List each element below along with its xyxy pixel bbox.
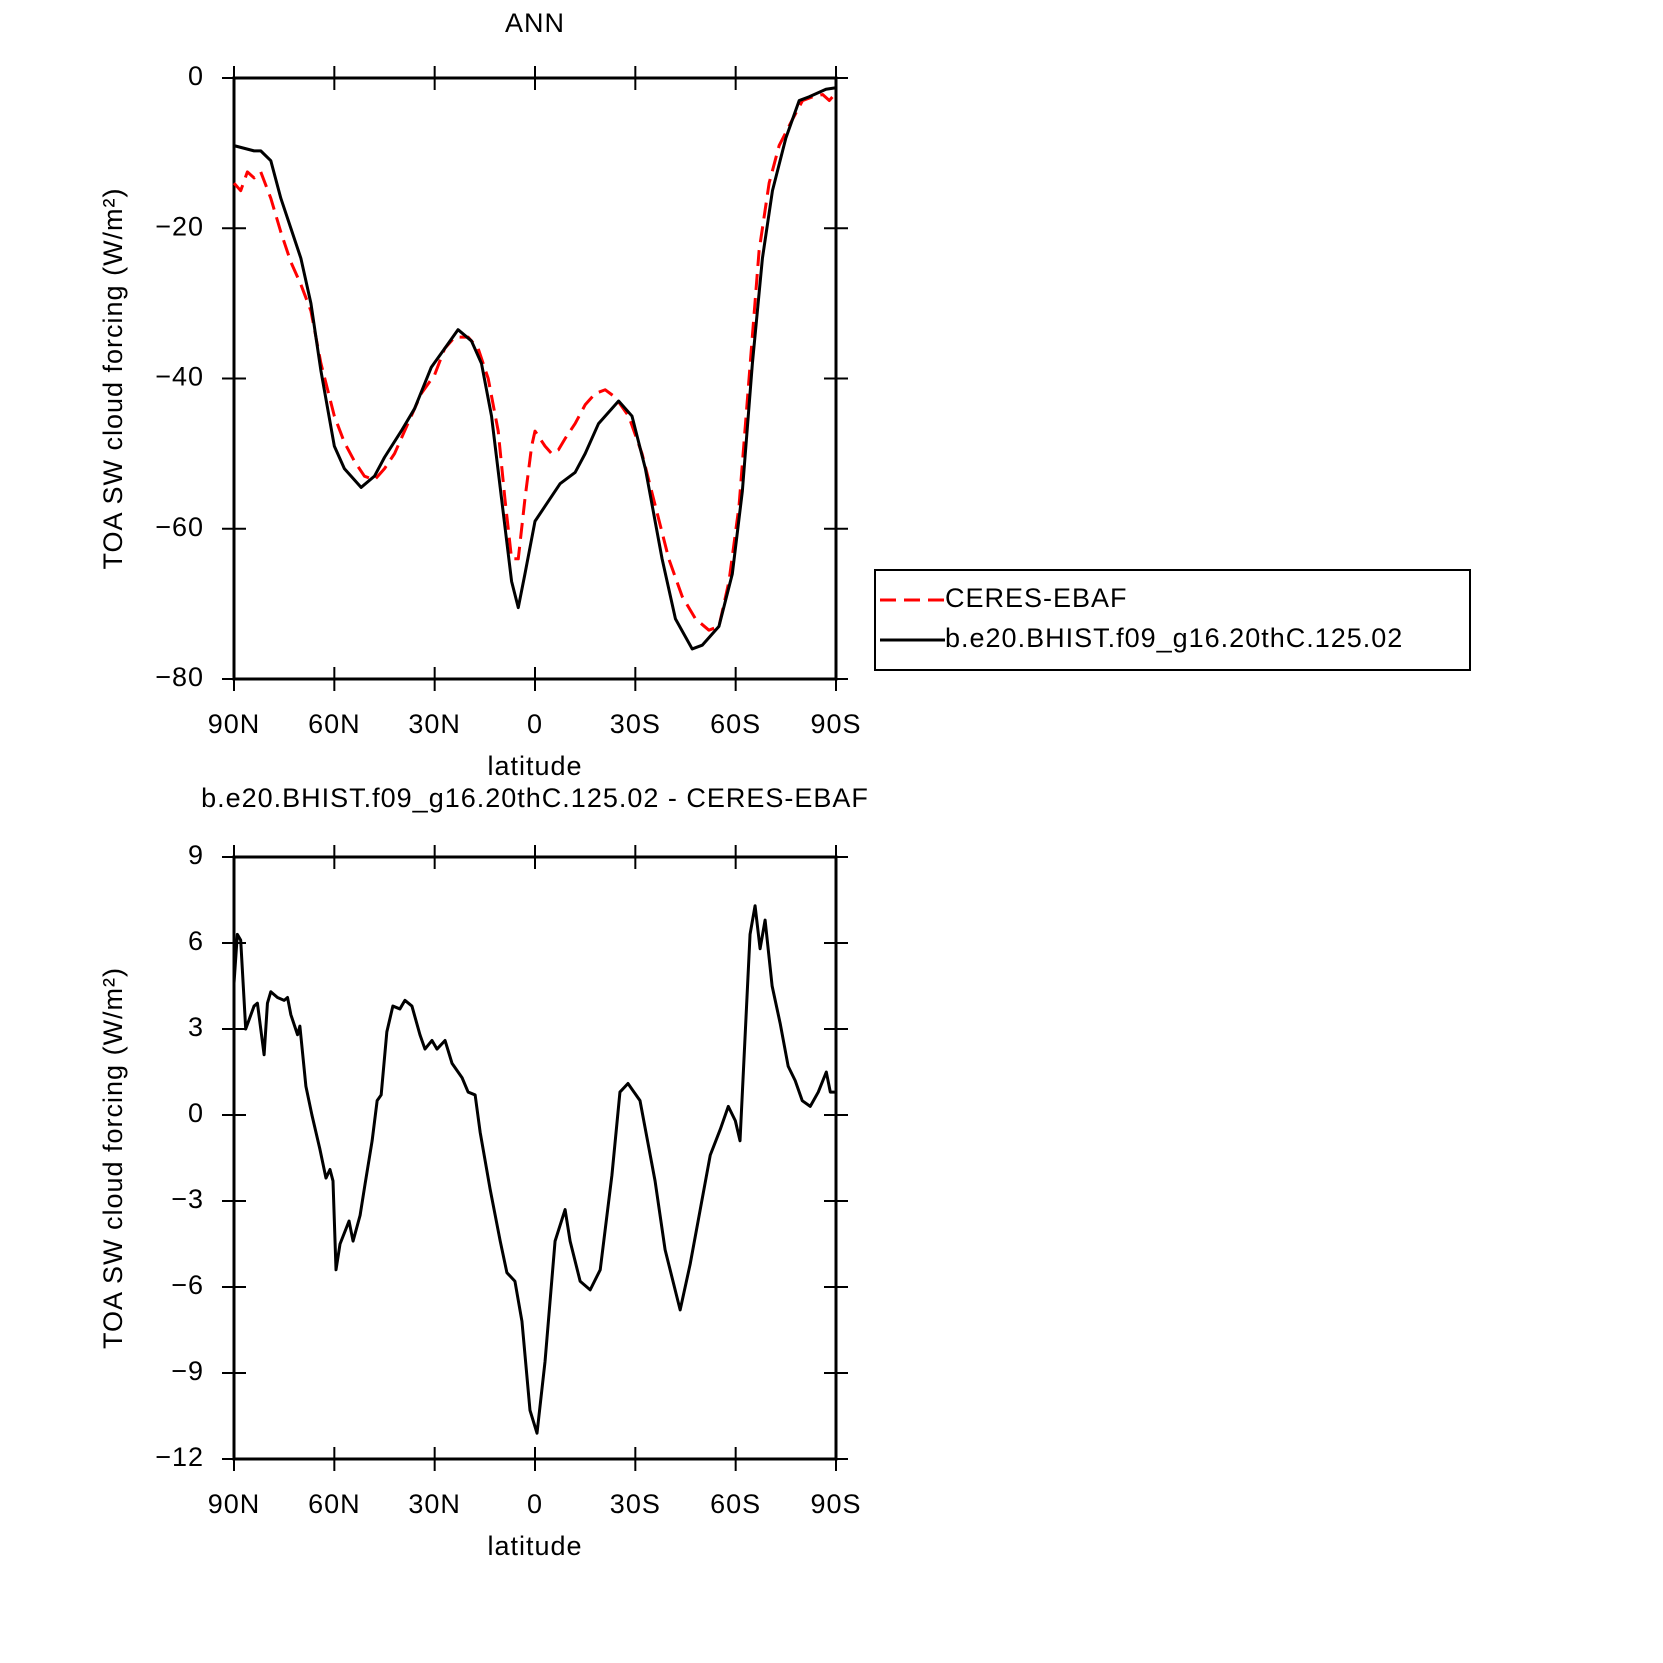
x-tick-label: 90N <box>208 1489 261 1519</box>
x-tick-label: 60N <box>308 1489 361 1519</box>
legend-label: b.e20.BHIST.f09_g16.20thC.125.02 <box>945 623 1403 653</box>
x-tick-label: 60S <box>710 1489 761 1519</box>
x-tick-label: 60S <box>710 709 761 739</box>
y-tick-label: 0 <box>188 1098 204 1128</box>
y-tick-label: 3 <box>188 1012 204 1042</box>
y-tick-label: 6 <box>188 926 204 956</box>
y-tick-label: −40 <box>155 362 204 392</box>
chart-title: ANN <box>505 8 565 38</box>
x-axis-label: latitude <box>487 1531 582 1561</box>
y-axis-label: TOA SW cloud forcing (W/m²) <box>98 187 128 569</box>
y-tick-label: 0 <box>188 61 204 91</box>
x-tick-label: 90S <box>810 709 861 739</box>
data-line <box>232 904 836 1435</box>
data-line <box>232 92 838 632</box>
x-axis-label: latitude <box>487 751 582 781</box>
plot-frame <box>232 855 838 1461</box>
y-tick-label: −80 <box>155 662 204 692</box>
legend-box <box>874 569 1471 671</box>
x-tick-label: 30S <box>610 709 661 739</box>
y-tick-label: −60 <box>155 512 204 542</box>
x-tick-label: 90N <box>208 709 261 739</box>
y-tick-label: −20 <box>155 211 204 241</box>
x-tick-label: 90S <box>810 1489 861 1519</box>
y-tick-label: −3 <box>171 1184 204 1214</box>
y-axis-label: TOA SW cloud forcing (W/m²) <box>98 967 128 1349</box>
x-tick-label: 60N <box>308 709 361 739</box>
x-tick-label: 0 <box>527 1489 543 1519</box>
x-tick-label: 0 <box>527 709 543 739</box>
y-tick-label: −6 <box>171 1270 204 1300</box>
data-line <box>233 86 837 651</box>
legend-label: CERES-EBAF <box>945 583 1128 613</box>
y-tick-label: −9 <box>171 1356 204 1386</box>
x-tick-label: 30N <box>408 709 461 739</box>
x-tick-label: 30N <box>408 1489 461 1519</box>
y-tick-label: 9 <box>188 840 204 870</box>
x-tick-label: 30S <box>610 1489 661 1519</box>
chart-title: b.e20.BHIST.f09_g16.20thC.125.02 - CERES… <box>201 783 869 813</box>
y-tick-label: −12 <box>155 1442 204 1472</box>
